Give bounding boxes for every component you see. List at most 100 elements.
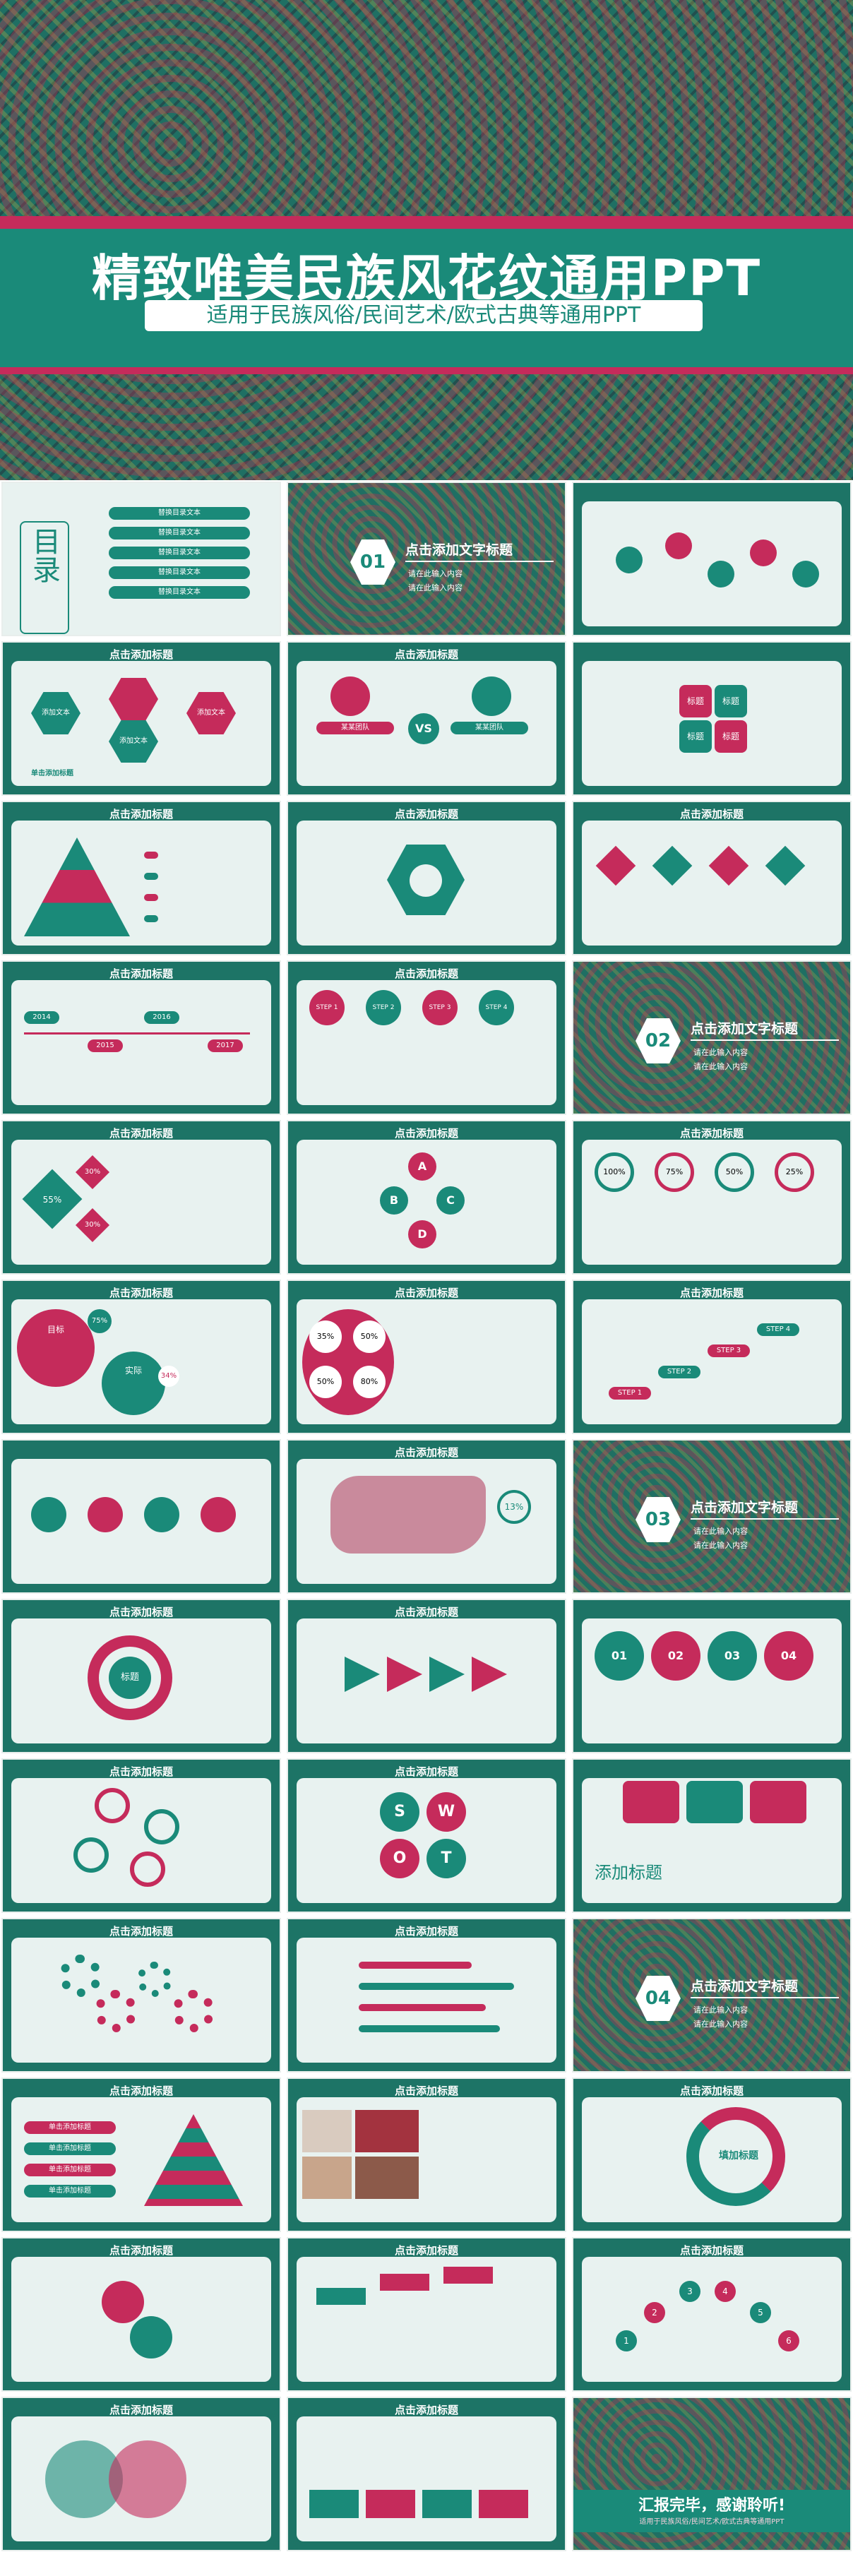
cycle-slide[interactable]: 点击添加标题 [287, 801, 566, 955]
slide-title: 点击添加标题 [679, 1287, 744, 1299]
stair-slide[interactable]: 点击添加标题 STEP 1 STEP 2 STEP 3 STEP 4 [572, 1280, 852, 1434]
photo-grid-slide[interactable]: 点击添加标题 [287, 2077, 566, 2232]
toc-item[interactable]: 替换目录文本 [109, 547, 250, 559]
people-pyramid-slide[interactable]: 点击添加标题 单击添加标题 单击添加标题 单击添加标题 单击添加标题 [1, 2077, 281, 2232]
abcd-slide[interactable]: 点击添加标题 A B C D [287, 1120, 566, 1275]
hbar [359, 1962, 472, 1969]
section-text: 请在此输入内容 [693, 1527, 748, 1536]
gears-slide[interactable]: 点击添加标题 [1, 1918, 281, 2073]
toc-item[interactable]: 替换目录文本 [109, 527, 250, 539]
slide-title: 点击添加标题 [109, 808, 173, 821]
year-tag: 2016 [144, 1011, 179, 1024]
pyramid-slide[interactable]: 点击添加标题 [1, 801, 281, 955]
divider [691, 1039, 839, 1041]
tags-slide[interactable]: 标题 标题 标题 标题 [572, 641, 852, 796]
diamond-pct-slide[interactable]: 点击添加标题 55% 30% 30% [1, 1120, 281, 1275]
goal-slide[interactable]: 点击添加标题 目标 75% 实际 34% [1, 1280, 281, 1434]
icons-slide[interactable] [572, 482, 852, 636]
hub-slide[interactable]: 点击添加标题 标题 [1, 1599, 281, 1753]
toc-frame [20, 521, 69, 634]
num-dot: 3 [679, 2281, 700, 2302]
timeline-slide[interactable]: 点击添加标题 2014 2015 2016 2017 [1, 960, 281, 1115]
goal-drop [17, 1309, 95, 1387]
bullet [144, 852, 158, 859]
numbered-path-slide[interactable]: 点击添加标题 1 2 3 4 5 6 [572, 2237, 852, 2392]
truck-icon [750, 539, 777, 566]
slide-card [582, 1299, 842, 1424]
toc-slide[interactable]: 目录 替换目录文本 替换目录文本 替换目录文本 替换目录文本 替换目录文本 [1, 482, 281, 636]
feature-card [750, 1781, 806, 1823]
four-icons-slide[interactable] [1, 1439, 281, 1594]
label-bar: 单击添加标题 [24, 2121, 116, 2134]
circles-flow-slide[interactable]: 点击添加标题 [1, 1758, 281, 1913]
step-circle: STEP 4 [479, 990, 514, 1025]
slide-title: 点击添加标题 [394, 808, 458, 821]
slide-title: 点击添加标题 [109, 1925, 173, 1938]
slide-title: 点击添加标题 [109, 648, 173, 661]
arrows-slide[interactable]: 点击添加标题 [287, 1599, 566, 1753]
tag-box: 标题 [679, 685, 712, 717]
goal-pct: 75% [88, 1309, 112, 1333]
team-label: 某某团队 [316, 722, 394, 734]
toc-item[interactable]: 替换目录文本 [109, 586, 250, 599]
boxes-slide[interactable]: 点击添加标题 [287, 2397, 566, 2551]
hex-label: 添加文本 [42, 709, 70, 717]
section-slide-02[interactable]: 02 点击添加文字标题 请在此输入内容 请在此输入内容 [572, 960, 852, 1115]
toc-item[interactable]: 替换目录文本 [109, 566, 250, 579]
team-label: 某某团队 [451, 722, 528, 734]
vs-slide[interactable]: 点击添加标题 某某团队 某某团队 VS [287, 641, 566, 796]
swot-slide[interactable]: 点击添加标题 S W O T [287, 1758, 566, 1913]
hero-band-top [0, 216, 853, 229]
hex-tile [109, 720, 158, 763]
tag-box: 标题 [679, 720, 712, 753]
crossed-labels-slide[interactable]: 点击添加标题 [1, 2237, 281, 2392]
ring-pct: 35% [309, 1320, 342, 1353]
steps-slide[interactable]: 点击添加标题 STEP 1 STEP 2 STEP 3 STEP 4 [287, 960, 566, 1115]
hex-slide[interactable]: 点击添加标题 添加文本 添加文本 添加文本 单击添加标题 [1, 641, 281, 796]
num-circle: 01 [595, 1631, 644, 1681]
diamond-cards-slide[interactable]: 点击添加标题 [572, 801, 852, 955]
step-circle: STEP 3 [422, 990, 458, 1025]
divider [405, 561, 554, 562]
step-bar: STEP 4 [757, 1323, 799, 1336]
bullet [144, 894, 158, 901]
letter-d: D [408, 1220, 436, 1248]
divider [691, 1518, 839, 1520]
slide-card [582, 2257, 842, 2382]
section-slide-03[interactable]: 03 点击添加文字标题 请在此输入内容 请在此输入内容 [572, 1439, 852, 1594]
box [309, 2490, 359, 2518]
end-slide[interactable]: 汇报完毕，感谢聆听! 适用于民族风俗/民间艺术/欧式古典等通用PPT [572, 2397, 852, 2551]
flow-circle [95, 1788, 130, 1823]
toc-item[interactable]: 替换目录文本 [109, 507, 250, 520]
venn-slide[interactable]: 点击添加标题 [1, 2397, 281, 2551]
photo [302, 2110, 352, 2152]
hex-tile [109, 678, 158, 720]
section-title: 点击添加文字标题 [405, 542, 513, 558]
slide-title: 点击添加标题 [394, 1287, 458, 1299]
tag-box: 标题 [715, 685, 747, 717]
slide-title: 点击添加标题 [394, 1765, 458, 1778]
section-slide-04[interactable]: 04 点击添加文字标题 请在此输入内容 请在此输入内容 [572, 1918, 852, 2073]
step-circle: STEP 2 [366, 990, 401, 1025]
letter-b: B [380, 1186, 408, 1215]
fact-label: 实际 [124, 1366, 142, 1376]
flags-slide[interactable]: 点击添加标题 [287, 2237, 566, 2392]
num-dot: 6 [778, 2330, 799, 2351]
hbar-slide[interactable]: 点击添加标题 [287, 1918, 566, 2073]
add-heading-slide[interactable]: 添加标题 [572, 1758, 852, 1913]
slide-title: 点击添加标题 [394, 648, 458, 661]
pct-rings-slide[interactable]: 点击添加标题 100% 75% 50% 25% [572, 1120, 852, 1275]
section-slide-01[interactable]: 01 点击添加文字标题 请在此输入内容 请在此输入内容 [287, 482, 566, 636]
hero-title: 精致唯美民族风花纹通用PPT [91, 249, 762, 307]
gear-icon [172, 1990, 215, 2032]
pct-label: 30% [84, 1168, 101, 1176]
quad-rings-slide[interactable]: 点击添加标题 35% 50% 50% 80% [287, 1280, 566, 1434]
section-text: 请在此输入内容 [693, 1062, 748, 1071]
cycle-arrows-slide[interactable]: 点击添加标题 填加标题 [572, 2077, 852, 2232]
slide-title: 点击添加标题 [109, 1606, 173, 1618]
photo [355, 2110, 419, 2152]
world-map-slide[interactable]: 点击添加标题 13% [287, 1439, 566, 1594]
slide-title: 点击添加标题 [394, 2404, 458, 2416]
hbar [359, 2025, 500, 2032]
numbered-circles-slide[interactable]: 01 02 03 04 [572, 1599, 852, 1753]
